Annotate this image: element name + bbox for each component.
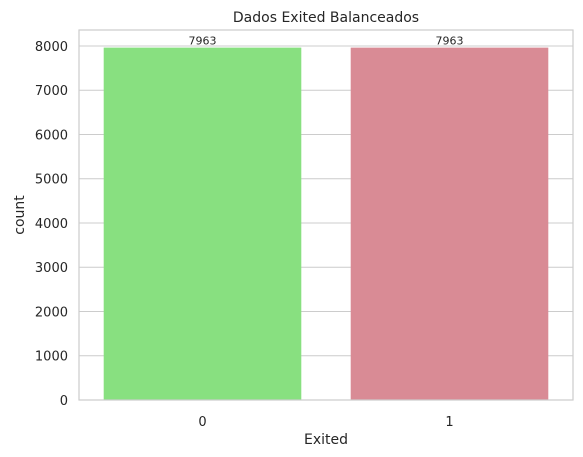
x-tick-label: 1: [445, 415, 453, 430]
data-label-0: 7963: [189, 35, 217, 48]
y-axis-label: count: [12, 195, 28, 235]
y-tick-label: 0: [60, 394, 68, 409]
data-labels: 7963 7963: [189, 35, 464, 48]
chart-title: Dados Exited Balanceados: [233, 10, 419, 26]
bars: [103, 47, 549, 400]
y-tick-label: 2000: [35, 305, 68, 320]
y-axis-ticks: 0 1000 2000 3000 4000 5000 6000 7000 8000: [35, 40, 68, 409]
x-tick-label: 0: [198, 415, 206, 430]
y-tick-label: 1000: [35, 350, 68, 365]
y-tick-label: 4000: [35, 217, 68, 232]
bar-1: [350, 47, 549, 400]
plot-frame: [78, 29, 574, 401]
x-axis-label: Exited: [304, 432, 348, 448]
y-tick-label: 8000: [35, 40, 68, 55]
y-tick-label: 3000: [35, 261, 68, 276]
y-tick-label: 6000: [35, 128, 68, 143]
data-label-1: 7963: [436, 35, 464, 48]
bar-0: [103, 47, 302, 400]
y-tick-label: 7000: [35, 84, 68, 99]
y-tick-label: 5000: [35, 173, 68, 188]
